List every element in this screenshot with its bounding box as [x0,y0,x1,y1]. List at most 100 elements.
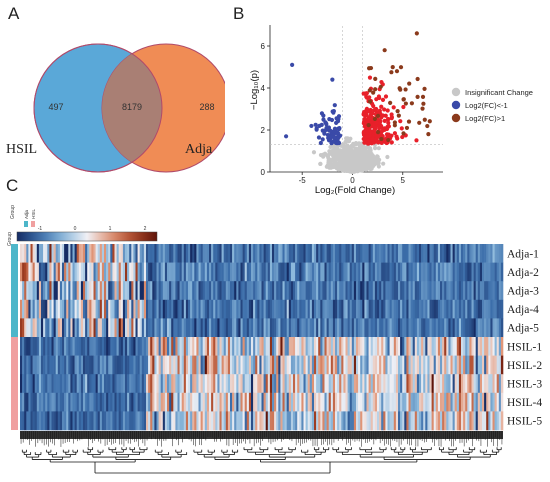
heatmap-cell [442,411,445,431]
heatmap-cell [272,374,275,394]
heatmap-cell [293,337,296,356]
heatmap-cell [30,411,33,431]
heatmap-cell [349,281,353,301]
heatmap-cell [416,244,420,263]
heatmap-cell [402,318,405,338]
heatmap-cell [26,411,29,431]
volcano-y-tick-label: 0 [261,168,266,177]
heatmap-cell [164,374,168,394]
heatmap-cell [398,337,401,356]
heatmap-cell [238,281,241,301]
heatmap-cell [57,318,61,338]
heatmap-cell [255,318,258,338]
heatmap-cell [366,374,369,394]
heatmap-cell [272,244,275,263]
heatmap-cell [74,337,77,356]
heatmap-cell [398,244,401,263]
heatmap-cell [28,411,31,431]
heatmap-cell [477,281,481,301]
heatmap-cell [181,355,185,375]
heatmap-cell [167,299,170,319]
heatmap-cell [110,355,113,375]
heatmap-cell [391,355,395,375]
heatmap-cell [89,411,92,431]
heatmap-cell [209,299,212,319]
heatmap-cell [152,281,155,301]
heatmap-cell [416,318,420,338]
heatmap-cell [326,244,329,263]
heatmap-cell [215,318,218,338]
venn-count-right-only: 288 [199,102,214,112]
heatmap-cell [284,318,287,338]
heatmap-cell [80,299,84,319]
heatmap-cell [303,337,306,356]
heatmap-cell [469,355,472,375]
heatmap-cell [194,374,197,394]
volcano-point-up-dense [361,112,366,117]
heatmap-cell [416,355,420,375]
heatmap-cell [257,355,260,375]
volcano-point-up-dense [380,97,386,102]
heatmap-cell [286,281,290,301]
heatmap-cell [320,392,323,412]
heatmap-cell [198,318,201,338]
heatmap-cell [118,318,122,338]
volcano-point-up-dense [386,120,391,125]
heatmap-cell [358,318,361,338]
heatmap-cell [446,244,449,263]
heatmap-cell [169,337,172,356]
heatmap-cell [32,374,35,394]
heatmap-cell [125,318,128,338]
heatmap-cell [85,392,88,412]
heatmap-cell [232,392,235,412]
volcano-point-up-dense [379,104,384,109]
heatmap-cell [68,374,71,394]
heatmap-cell [114,392,117,412]
heatmap-cell [246,244,250,263]
heatmap-cell [408,281,411,301]
heatmap-cell [263,281,266,301]
heatmap-cell [259,411,262,431]
heatmap-cell [473,318,476,338]
heatmap-cell [251,262,254,282]
heatmap-cell [118,392,122,412]
heatmap-cell [425,337,428,356]
heatmap-cell [469,281,472,301]
volcano-point-insignificant [360,163,366,168]
heatmap-cell [332,281,336,301]
heatmap-cell [177,244,180,263]
heatmap-cell [276,411,279,431]
heatmap-cell [246,392,250,412]
heatmap-cell [335,299,338,319]
heatmap-cell [498,318,502,338]
heatmap-cell [171,262,174,282]
heatmap-cell [332,374,336,394]
heatmap-cell [414,337,418,356]
heatmap-cell [471,337,474,356]
heatmap-cell [261,355,264,375]
heatmap-cell [482,244,485,263]
heatmap-cell [274,355,277,375]
heatmap-cell [164,411,168,431]
heatmap-cell [456,281,460,301]
heatmap-cell [429,244,432,263]
heatmap-cell [425,374,428,394]
volcano-point-up-dense [377,125,382,131]
volcano-point-insignificant [343,159,348,164]
heatmap-cell [211,262,214,282]
heatmap-cell [169,355,172,375]
heatmap-cell [139,374,143,394]
heatmap-cell [429,392,432,412]
heatmap-cell [211,244,214,263]
heatmap-cell [127,244,130,263]
heatmap-cell [259,299,262,319]
heatmap-cell [101,318,105,338]
heatmap-cell [62,337,65,356]
heatmap-cell [360,374,363,394]
heatmap-cell [473,262,476,282]
heatmap-cell [246,299,250,319]
heatmap-cell [353,299,357,319]
heatmap-cell [200,337,203,356]
heatmap-cell [141,281,145,301]
heatmap-cell [377,318,380,338]
